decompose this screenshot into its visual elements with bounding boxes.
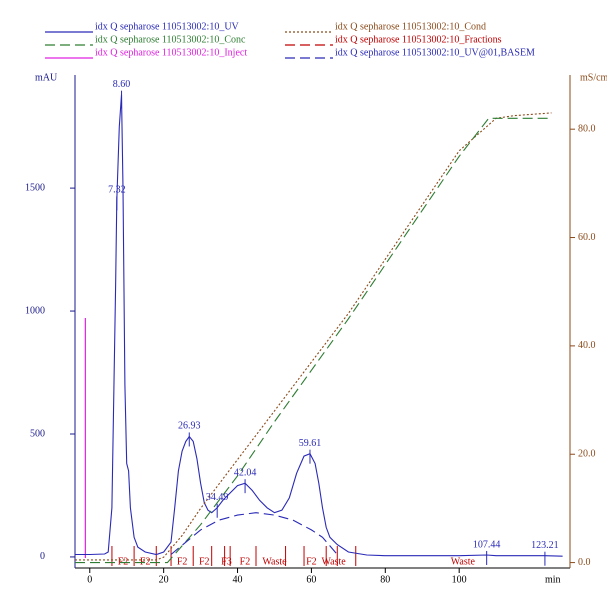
legend-label: idx Q sepharose 110513002:10_Conc — [95, 34, 246, 45]
x-axis-label: min — [545, 574, 561, 585]
fraction-label: F2 — [240, 556, 251, 567]
fraction-label: F2 — [140, 556, 151, 567]
series-line — [75, 117, 552, 564]
peak-label: 123.21 — [531, 540, 559, 551]
peak-label: 7.32 — [108, 185, 126, 196]
fraction-label: F3 — [221, 556, 232, 567]
y-tick-label: 1000 — [25, 305, 45, 316]
peak-label: 34.49 — [206, 492, 229, 503]
series-line — [75, 112, 552, 561]
peak-label: 59.61 — [299, 438, 322, 449]
legend-label: idx Q sepharose 110513002:10_Fractions — [335, 34, 502, 45]
y-tick-label: 500 — [30, 428, 45, 439]
peak-label: 8.60 — [113, 79, 131, 90]
y-tick-label: 1500 — [25, 182, 45, 193]
y2-axis-label: mS/cm — [580, 72, 607, 83]
peak-label: 42.04 — [234, 467, 257, 478]
fraction-label: Waste — [321, 556, 346, 567]
fraction-label: Waste — [451, 556, 476, 567]
y-tick-label: 0 — [40, 551, 45, 562]
y2-tick-label: 20.0 — [578, 449, 596, 460]
x-tick-label: 20 — [159, 574, 169, 585]
y2-tick-label: 60.0 — [578, 232, 596, 243]
x-tick-label: 80 — [380, 574, 390, 585]
legend-label: idx Q sepharose 110513002:10_UV — [95, 21, 240, 32]
fraction-label: F2 — [199, 556, 210, 567]
fraction-label: Waste — [262, 556, 287, 567]
legend-label: idx Q sepharose 110513002:10_Cond — [335, 21, 486, 32]
series-line — [75, 94, 563, 557]
x-tick-label: 100 — [452, 574, 467, 585]
x-tick-label: 40 — [233, 574, 243, 585]
x-tick-label: 0 — [87, 574, 92, 585]
legend-label: idx Q sepharose 110513002:10_Inject — [95, 47, 247, 58]
series-line — [170, 512, 338, 555]
y-axis-label: mAU — [35, 72, 58, 83]
y2-tick-label: 0.0 — [578, 557, 591, 568]
peak-label: 107.44 — [473, 539, 501, 550]
y2-tick-label: 80.0 — [578, 123, 596, 134]
fraction-label: F2 — [118, 556, 129, 567]
peak-label: 26.93 — [178, 421, 201, 432]
fraction-label: F2 — [177, 556, 188, 567]
legend-label: idx Q sepharose 110513002:10_UV@01,BASEM — [335, 47, 535, 58]
x-tick-label: 60 — [306, 574, 316, 585]
fraction-label: F2 — [306, 556, 317, 567]
y2-tick-label: 40.0 — [578, 340, 596, 351]
